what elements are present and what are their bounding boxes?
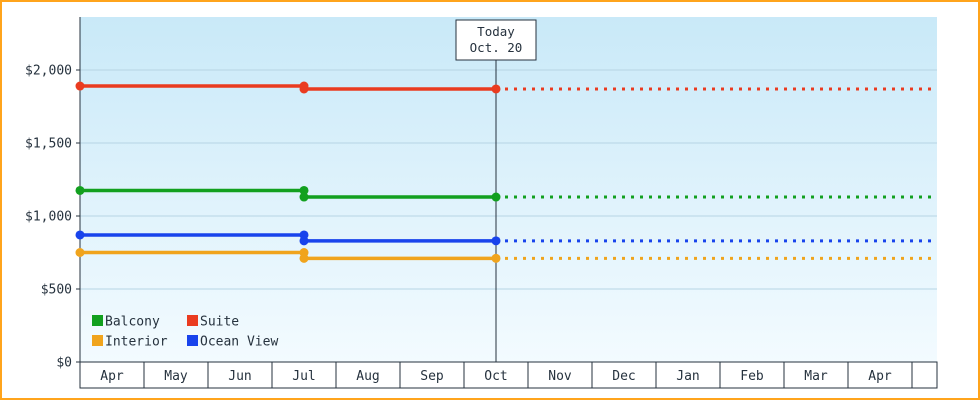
y-tick-label: $1,000 — [25, 210, 72, 225]
month-label: Apr — [100, 369, 124, 384]
series-point-ocean-view — [299, 236, 309, 246]
series-point-balcony — [491, 192, 501, 202]
y-tick-label: $2,000 — [25, 64, 72, 79]
month-label: Aug — [356, 369, 379, 384]
today-label: Today — [477, 24, 515, 39]
series-point-interior — [75, 248, 85, 257]
series-point-balcony — [75, 185, 85, 195]
legend-label: Ocean View — [200, 335, 278, 350]
gridlines — [80, 69, 937, 290]
y-tick-label: $1,500 — [25, 137, 72, 152]
y-axis: $0 $500 $1,000 $1,500 $2,000 — [25, 17, 81, 371]
today-date: Oct. 20 — [470, 40, 523, 55]
legend-swatch-interior — [92, 335, 103, 346]
month-label: Jun — [228, 369, 251, 384]
x-axis: Apr May Jun Jul Aug Sep Oct Nov Dec Jan Feb Mar Apr — [79, 361, 938, 389]
legend-swatch-suite — [187, 315, 198, 326]
series-points — [75, 81, 501, 263]
legend-label: Balcony — [105, 315, 160, 330]
series-point-suite — [491, 84, 501, 94]
series-point-interior — [299, 253, 309, 263]
legend: Balcony Suite Interior Ocean View — [92, 315, 278, 350]
series-point-interior — [491, 253, 501, 263]
series-point-suite — [75, 81, 85, 91]
month-label: Jul — [292, 369, 315, 384]
series-point-ocean-view — [75, 230, 85, 240]
month-label: Nov — [548, 369, 572, 384]
month-label: Jan — [676, 369, 699, 384]
month-band — [79, 361, 938, 389]
series-point-suite — [299, 84, 309, 94]
month-label: Apr — [868, 369, 892, 384]
month-label: Mar — [804, 369, 828, 384]
today-label-box — [455, 19, 537, 61]
legend-label: Suite — [200, 315, 239, 330]
month-label: May — [164, 369, 188, 384]
series-point-balcony — [299, 185, 309, 195]
month-label: Dec — [612, 369, 635, 384]
series-lines — [80, 84, 937, 261]
series-point-balcony — [299, 192, 309, 202]
month-label: Feb — [740, 369, 764, 384]
series-point-ocean-view — [491, 236, 501, 246]
legend-label: Interior — [105, 335, 168, 350]
y-tick-label: $500 — [41, 283, 72, 298]
legend-swatch-ocean-view — [187, 335, 198, 346]
month-label: Oct — [484, 369, 507, 384]
y-tick-label: $0 — [56, 356, 72, 371]
legend-swatch-balcony — [92, 315, 103, 326]
month-label: Sep — [420, 369, 444, 384]
